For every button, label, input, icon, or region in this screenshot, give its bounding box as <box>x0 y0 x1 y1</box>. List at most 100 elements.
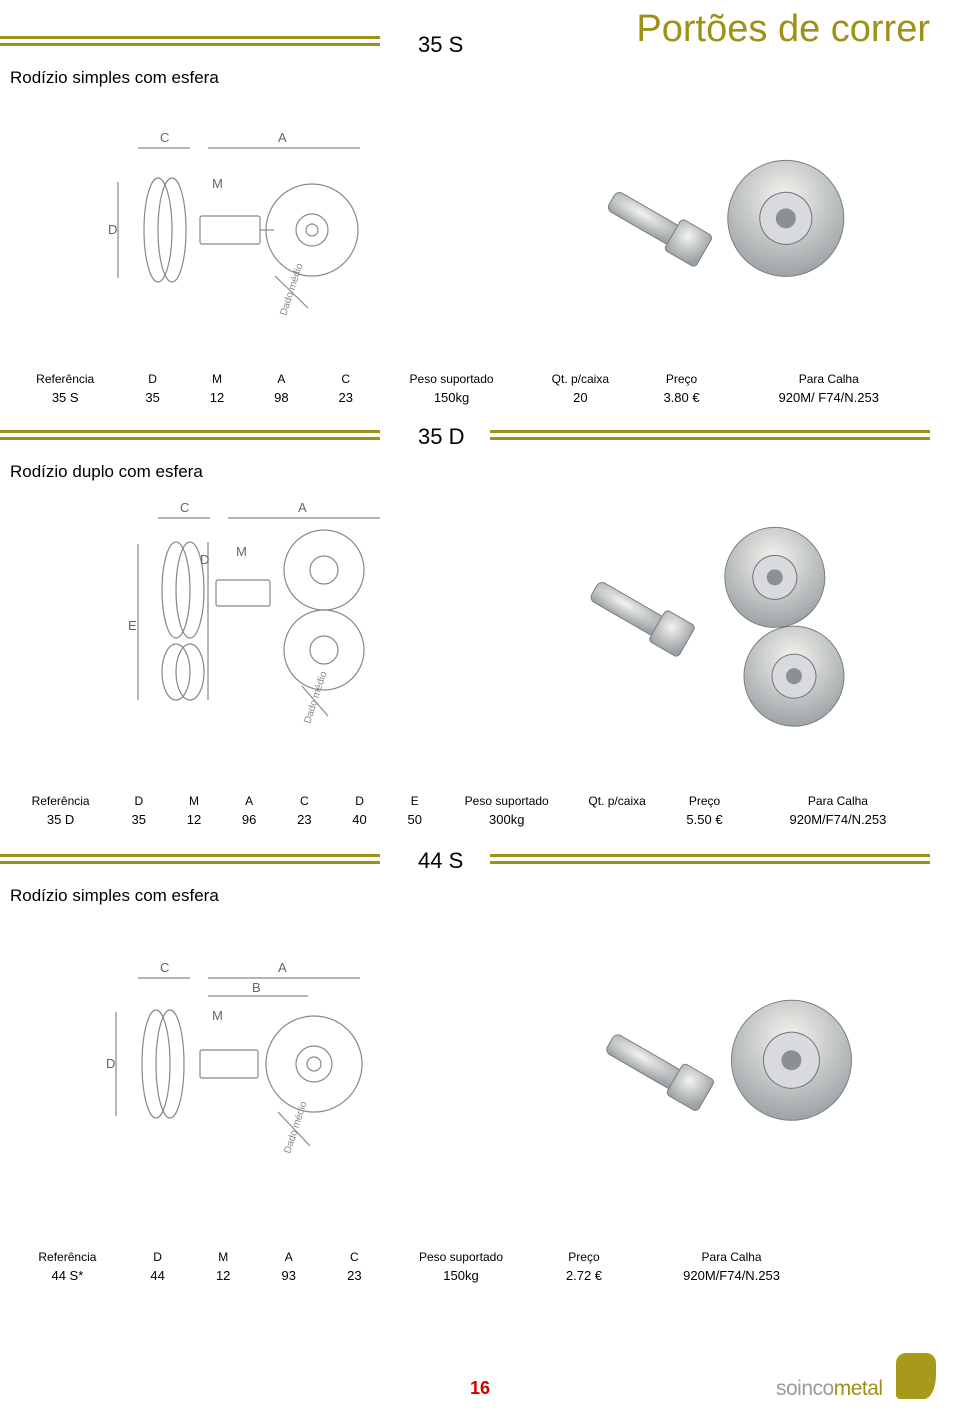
svg-text:A: A <box>278 130 287 145</box>
col-header: M <box>190 1248 256 1266</box>
spec-table-1: Referência D M A C Peso suportado Qt. p/… <box>10 370 930 407</box>
cell: 12 <box>185 388 249 407</box>
col-header: C <box>322 1248 388 1266</box>
cell: 300kg <box>442 810 571 829</box>
spec-table-2: Referência D M A C D E Peso suportado Qt… <box>10 792 930 829</box>
cell: 35 D <box>10 810 111 829</box>
svg-text:D: D <box>200 552 209 567</box>
logo-icon <box>896 1353 936 1399</box>
cell: 150kg <box>387 1266 535 1285</box>
cell <box>571 810 663 829</box>
col-header: D <box>332 792 387 810</box>
section-subtitle-1: Rodízio simples com esfera <box>10 68 219 88</box>
cell: 93 <box>256 1266 322 1285</box>
technical-drawing-1: C A M D Dado médio <box>60 130 380 320</box>
cell: 35 <box>120 388 184 407</box>
col-header: D <box>125 1248 191 1266</box>
col-header: Referência <box>10 792 111 810</box>
svg-text:M: M <box>236 544 247 559</box>
col-header: Qt. p/caixa <box>525 370 635 388</box>
cell: 50 <box>387 810 442 829</box>
cell: 12 <box>166 810 221 829</box>
col-header: Referência <box>10 370 120 388</box>
col-header: Qt. p/caixa <box>571 792 663 810</box>
cell: 40 <box>332 810 387 829</box>
product-photo-1 <box>570 100 890 330</box>
divider-left-3 <box>0 854 380 868</box>
cell: 920M/ F74/N.253 <box>728 388 930 407</box>
svg-text:Dado médio: Dado médio <box>302 670 329 725</box>
divider-left-2 <box>0 430 380 444</box>
table-header-row: Referência D M A C Peso suportado Qt. p/… <box>10 370 930 388</box>
cell: 2.72 € <box>535 1266 633 1285</box>
cell: 44 <box>125 1266 191 1285</box>
cell: 35 <box>111 810 166 829</box>
col-header: A <box>256 1248 322 1266</box>
col-header: Peso suportado <box>378 370 525 388</box>
page-number: 16 <box>470 1378 490 1399</box>
svg-text:D: D <box>106 1056 115 1071</box>
cell: 98 <box>249 388 313 407</box>
divider-right-3 <box>490 854 930 868</box>
table-row: 35 D 35 12 96 23 40 50 300kg 5.50 € 920M… <box>10 810 930 829</box>
logo-text-part1: soinco <box>776 1377 834 1400</box>
cell: 23 <box>277 810 332 829</box>
cell: 23 <box>322 1266 388 1285</box>
cell: 12 <box>190 1266 256 1285</box>
divider-left-1 <box>0 36 380 50</box>
col-header: C <box>277 792 332 810</box>
table-row: 35 S 35 12 98 23 150kg 20 3.80 € 920M/ F… <box>10 388 930 407</box>
section-code-3: 44 S <box>418 848 463 874</box>
col-header: Preço <box>535 1248 633 1266</box>
section-code-2: 35 D <box>418 424 464 450</box>
cell: 35 S <box>10 388 120 407</box>
svg-text:M: M <box>212 1008 223 1023</box>
technical-drawing-2: C A M D E Dado médio <box>80 500 400 730</box>
table-header-row: Referência D M A C Peso suportado Preço … <box>10 1248 830 1266</box>
logo-text: soincometal <box>776 1377 883 1401</box>
svg-text:A: A <box>298 500 307 515</box>
col-header: D <box>120 370 184 388</box>
cell: 23 <box>314 388 378 407</box>
table-header-row: Referência D M A C D E Peso suportado Qt… <box>10 792 930 810</box>
col-header: Peso suportado <box>387 1248 535 1266</box>
table-row: 44 S* 44 12 93 23 150kg 2.72 € 920M/F74/… <box>10 1266 830 1285</box>
svg-text:C: C <box>160 960 169 975</box>
brand-logo: soincometal <box>776 1353 936 1403</box>
product-photo-3 <box>570 940 900 1180</box>
page-title: Portões de correr <box>636 8 930 51</box>
section-subtitle-2: Rodízio duplo com esfera <box>10 462 203 482</box>
svg-text:Dado médio: Dado médio <box>282 1100 309 1155</box>
col-header: A <box>222 792 277 810</box>
svg-text:E: E <box>128 618 137 633</box>
spec-table-3: Referência D M A C Peso suportado Preço … <box>10 1248 830 1285</box>
col-header: Referência <box>10 1248 125 1266</box>
cell: 920M/F74/N.253 <box>633 1266 830 1285</box>
col-header: C <box>314 370 378 388</box>
col-header: Preço <box>663 792 746 810</box>
col-header: D <box>111 792 166 810</box>
svg-text:C: C <box>160 130 169 145</box>
cell: 20 <box>525 388 635 407</box>
svg-text:Dado médio: Dado médio <box>278 262 305 317</box>
cell: 920M/F74/N.253 <box>746 810 930 829</box>
col-header: A <box>249 370 313 388</box>
cell: 5.50 € <box>663 810 746 829</box>
product-photo-2 <box>560 490 900 740</box>
col-header: E <box>387 792 442 810</box>
section-subtitle-3: Rodízio simples com esfera <box>10 886 219 906</box>
col-header: Para Calha <box>746 792 930 810</box>
cell: 150kg <box>378 388 525 407</box>
section-code-1: 35 S <box>418 32 463 58</box>
svg-text:A: A <box>278 960 287 975</box>
divider-right-2 <box>490 430 930 444</box>
col-header: M <box>185 370 249 388</box>
technical-drawing-3: C A B M D Dado médio <box>60 960 380 1160</box>
cell: 96 <box>222 810 277 829</box>
col-header: M <box>166 792 221 810</box>
svg-text:M: M <box>212 176 223 191</box>
col-header: Para Calha <box>633 1248 830 1266</box>
cell: 44 S* <box>10 1266 125 1285</box>
logo-text-part2: metal <box>834 1377 883 1400</box>
svg-text:B: B <box>252 980 261 995</box>
